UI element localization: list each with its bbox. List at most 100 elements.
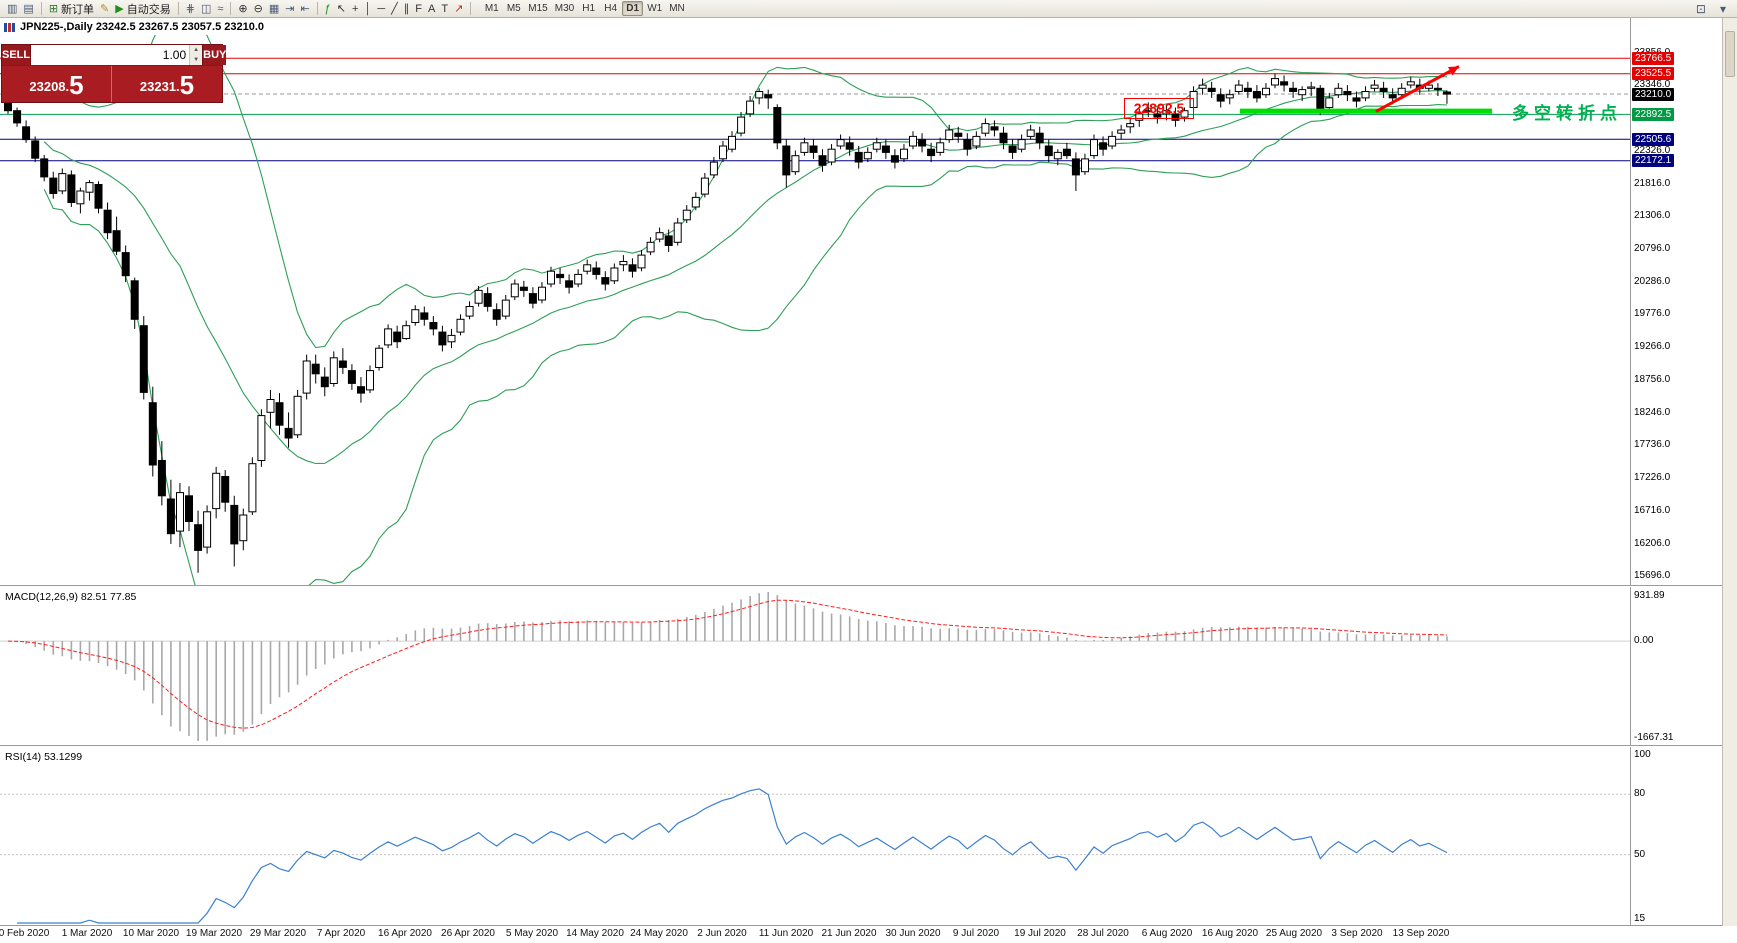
date-label: 13 Sep 2020: [1392, 928, 1450, 939]
new-order-button[interactable]: ⊞ 新订单: [46, 1, 97, 17]
price-tick: 16716.0: [1634, 505, 1671, 516]
indicators-button[interactable]: ƒ: [322, 1, 334, 17]
timeframe-h1[interactable]: H1: [582, 3, 596, 14]
scrollbar-thumb[interactable]: [1725, 31, 1735, 77]
text-label-button[interactable]: T: [438, 1, 451, 17]
sell-price-main: 23208.: [29, 79, 70, 94]
toolbar-right-icons: ⊡ ▾: [1693, 1, 1733, 17]
sell-price-pip: 5: [69, 70, 84, 100]
level-callout[interactable]: 22892.5: [1124, 98, 1194, 119]
arrows-tool-button[interactable]: ↗: [451, 1, 466, 17]
price-tick: 19776.0: [1634, 308, 1671, 319]
horizontal-line-icon: ─: [377, 2, 386, 15]
time-axis: 0 Feb 2020 1 Mar 2020 10 Mar 2020 19 Mar 20…: [0, 925, 1737, 943]
new-order-icon: ⊞: [48, 2, 59, 15]
metaeditor-button[interactable]: ✎: [97, 1, 112, 17]
macd-pane[interactable]: [0, 588, 1630, 745]
vertical-line-icon: │: [364, 2, 372, 15]
price-tick: 15696.0: [1634, 570, 1671, 581]
candles-group: [4, 73, 1451, 573]
buy-price-button[interactable]: 23231. 5: [112, 66, 222, 102]
horizontal-level-lines[interactable]: [0, 57, 1630, 162]
timeframe-mn[interactable]: MN: [669, 3, 685, 14]
bar-chart-button[interactable]: ⋕: [183, 1, 198, 17]
trade-panel-top-row: SELL ▲ ▼ BUY: [2, 45, 227, 66]
timeframe-w1[interactable]: W1: [647, 3, 663, 14]
price-tick: 19266.0: [1634, 341, 1671, 352]
date-label: 7 Apr 2020: [316, 928, 366, 939]
buy-button[interactable]: BUY: [203, 45, 227, 65]
zoom-out-button[interactable]: ⊖: [251, 1, 266, 17]
tile-windows-button[interactable]: ▦: [266, 1, 282, 17]
vertical-line-button[interactable]: │: [361, 1, 374, 17]
horizontal-line-button[interactable]: ─: [374, 1, 388, 17]
zoom-in-icon: ⊕: [238, 2, 248, 15]
price-tick: 23346.0: [1634, 79, 1671, 90]
toolbar-separator: [230, 2, 232, 15]
line-chart-button[interactable]: ≈: [214, 1, 226, 17]
price-tick: 20286.0: [1634, 276, 1671, 287]
pane-separator[interactable]: [0, 585, 1737, 587]
price-tick: 17736.0: [1634, 439, 1671, 450]
timeframe-m1[interactable]: M1: [484, 3, 499, 14]
text-label-icon: T: [441, 2, 449, 15]
auto-scroll-button[interactable]: ⇥: [282, 1, 297, 17]
timeframe-m15[interactable]: M15: [528, 3, 548, 14]
chart-shift-button[interactable]: ⇤: [297, 1, 312, 17]
price-badge: 22892.5: [1632, 108, 1675, 121]
vertical-scrollbar[interactable]: [1722, 17, 1737, 926]
fibonacci-icon: F: [415, 2, 422, 15]
fibonacci-button[interactable]: F: [412, 1, 425, 17]
date-label: 5 May 2020: [505, 928, 559, 939]
timeframe-m5[interactable]: M5: [506, 3, 521, 14]
chart-title: JPN225-,Daily 23242.5 23267.5 23057.5 23…: [20, 21, 265, 33]
volume-down-button[interactable]: ▼: [190, 55, 203, 65]
date-label: 16 Apr 2020: [378, 928, 432, 939]
text-button[interactable]: A: [425, 1, 438, 17]
sell-price-button[interactable]: 23208. 5: [2, 66, 112, 102]
full-screen-button[interactable]: ⊡: [1693, 1, 1709, 17]
trend-arrow[interactable]: [1375, 65, 1460, 113]
chart-profiles-button[interactable]: ▤: [20, 1, 36, 17]
price-tick: 22326.0: [1634, 145, 1671, 156]
buy-price-main: 23231.: [139, 79, 180, 94]
new-order-label: 新订单: [61, 3, 95, 16]
rsi-line: [17, 788, 1448, 924]
timeframe-d1[interactable]: D1: [622, 1, 644, 16]
date-label: 2 Jun 2020: [697, 928, 747, 939]
date-label: 1 Mar 2020: [61, 928, 113, 939]
equidistant-channel-button[interactable]: ∥: [401, 1, 413, 17]
candlestick-chart-icon: ◫: [200, 2, 212, 15]
rsi-axis-label: 50: [1634, 849, 1646, 860]
rsi-pane[interactable]: [0, 748, 1630, 925]
price-chart-pane[interactable]: [0, 35, 1630, 585]
volume-up-button[interactable]: ▲: [190, 45, 203, 55]
toolbar-separator: [40, 2, 42, 15]
candlestick-chart-button[interactable]: ◫: [198, 1, 214, 17]
date-label: 9 Jul 2020: [952, 928, 1000, 939]
timeframe-h4[interactable]: H4: [604, 3, 618, 14]
price-tick: 22836.0: [1634, 112, 1671, 123]
annotation-text[interactable]: 多空转折点: [1512, 104, 1622, 123]
cursor-button[interactable]: ↖: [334, 1, 349, 17]
volume-input[interactable]: [31, 45, 190, 65]
price-tick: 18756.0: [1634, 374, 1671, 385]
trendline-button[interactable]: ╱: [388, 1, 401, 17]
text-icon: A: [427, 2, 436, 15]
autotrading-button[interactable]: ▶ 自动交易: [112, 1, 173, 17]
date-label: 11 Jun 2020: [758, 928, 814, 939]
pane-separator[interactable]: [0, 745, 1737, 747]
date-label: 21 Jun 2020: [821, 928, 877, 939]
more-options-button[interactable]: ▾: [1717, 1, 1729, 17]
new-chart-button[interactable]: ▥: [4, 1, 20, 17]
crosshair-button[interactable]: +: [349, 1, 361, 17]
date-label: 6 Aug 2020: [1141, 928, 1193, 939]
chart-profiles-icon: ▤: [23, 2, 34, 15]
new-chart-icon: ▥: [7, 2, 18, 15]
price-tick: 21816.0: [1634, 178, 1671, 189]
timeframe-m30[interactable]: M30: [554, 3, 575, 14]
date-label: 3 Sep 2020: [1331, 928, 1383, 939]
sell-button[interactable]: SELL: [2, 45, 31, 65]
macd-indicator-label: MACD(12,26,9) 82.51 77.85: [5, 591, 137, 603]
zoom-in-button[interactable]: ⊕: [235, 1, 250, 17]
